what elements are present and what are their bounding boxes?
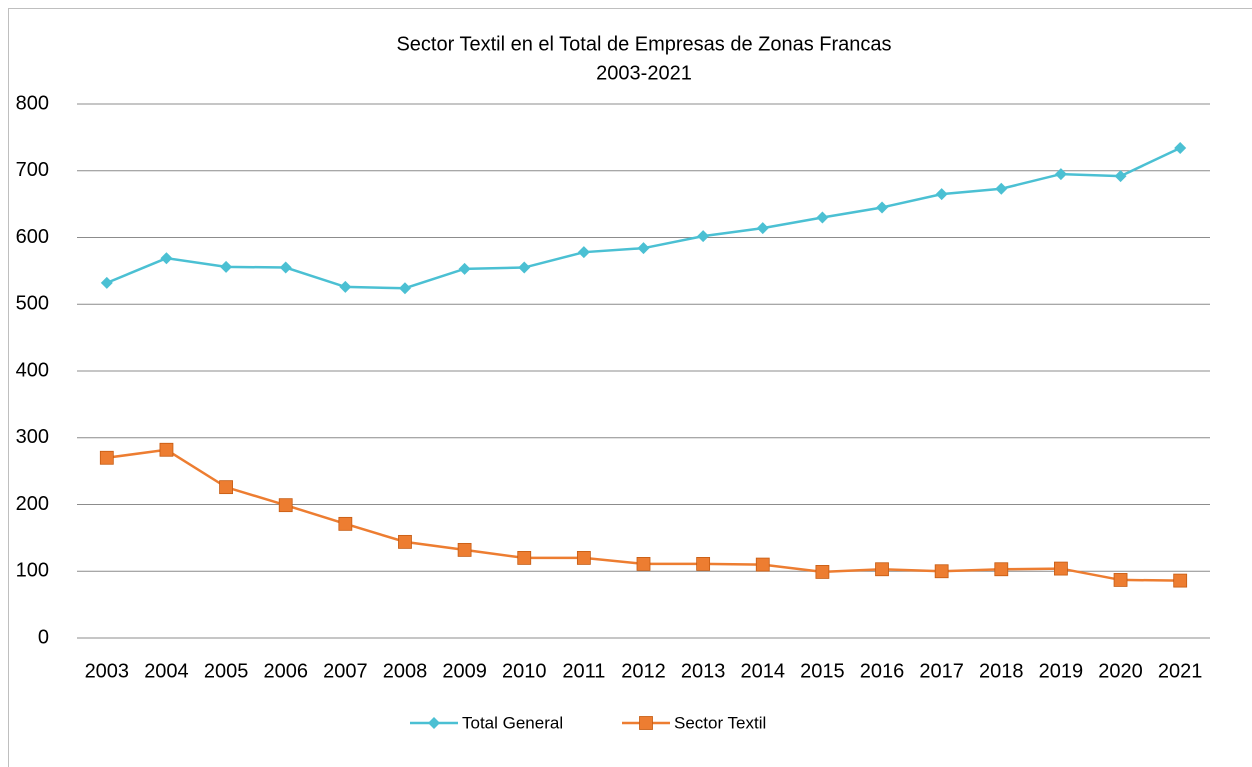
marker [339,280,352,293]
x-tick-label: 2009 [442,660,487,682]
y-tick-label: 700 [16,159,49,181]
marker [1173,573,1188,588]
y-tick-label: 100 [16,560,49,582]
x-tick-label: 2007 [323,660,368,682]
marker [517,551,532,565]
x-tick-label: 2013 [681,660,726,682]
marker [457,542,472,557]
x-tick-label: 2008 [383,660,428,682]
marker [428,717,440,729]
y-tick-label: 400 [16,359,49,381]
marker [398,282,411,295]
marker [875,562,889,577]
x-tick-label: 2021 [1158,660,1203,682]
x-tick-label: 2016 [860,660,905,682]
marker [876,201,889,214]
x-tick-label: 2010 [502,660,547,682]
y-tick-label: 0 [38,626,49,648]
marker [994,562,1009,577]
marker [160,252,173,265]
marker [219,480,233,495]
x-tick-label: 2005 [204,660,249,682]
marker [1054,168,1067,181]
marker [935,188,948,201]
marker [755,557,770,572]
marker [278,498,293,513]
x-tick-label: 2014 [741,660,786,682]
x-tick-label: 2011 [562,660,605,682]
x-tick-label: 2012 [621,660,666,682]
marker [995,182,1008,195]
marker [279,261,292,274]
marker [1054,561,1068,576]
marker [756,222,769,235]
y-tick-label: 600 [16,226,49,248]
marker [637,242,650,255]
y-tick-label: 300 [16,426,49,448]
series-line [106,146,1181,290]
marker [1114,170,1127,183]
marker [458,262,471,275]
x-tick-label: 2003 [85,660,130,682]
marker [99,450,114,465]
marker [398,534,412,549]
marker [577,246,590,259]
marker [1113,573,1128,587]
marker [518,261,531,274]
x-tick-label: 2017 [919,660,964,682]
x-tick-label: 2018 [979,660,1024,682]
chart-title: Sector Textil en el Total de Empresas de… [396,33,891,55]
marker [696,557,711,571]
x-tick-label: 2006 [263,660,308,682]
marker [576,551,591,565]
x-tick-label: 2020 [1098,660,1143,682]
x-tick-label: 2019 [1039,660,1084,682]
y-tick-label: 500 [16,293,49,315]
legend-label: Total General [462,713,563,732]
y-tick-label: 200 [16,493,49,515]
marker [934,564,949,579]
chart-frame [8,8,1252,767]
marker [639,716,653,730]
marker [816,211,829,224]
marker [159,442,174,457]
x-tick-label: 2015 [800,660,845,682]
y-tick-label: 800 [16,92,49,114]
marker [1174,142,1187,155]
x-tick-label: 2004 [144,660,189,682]
marker [220,260,233,273]
legend-label: Sector Textil [674,713,766,732]
marker [815,565,830,579]
marker [338,516,353,531]
chart-subtitle: 2003-2021 [596,62,692,84]
marker [100,276,113,289]
marker [697,230,710,243]
marker [636,557,651,571]
